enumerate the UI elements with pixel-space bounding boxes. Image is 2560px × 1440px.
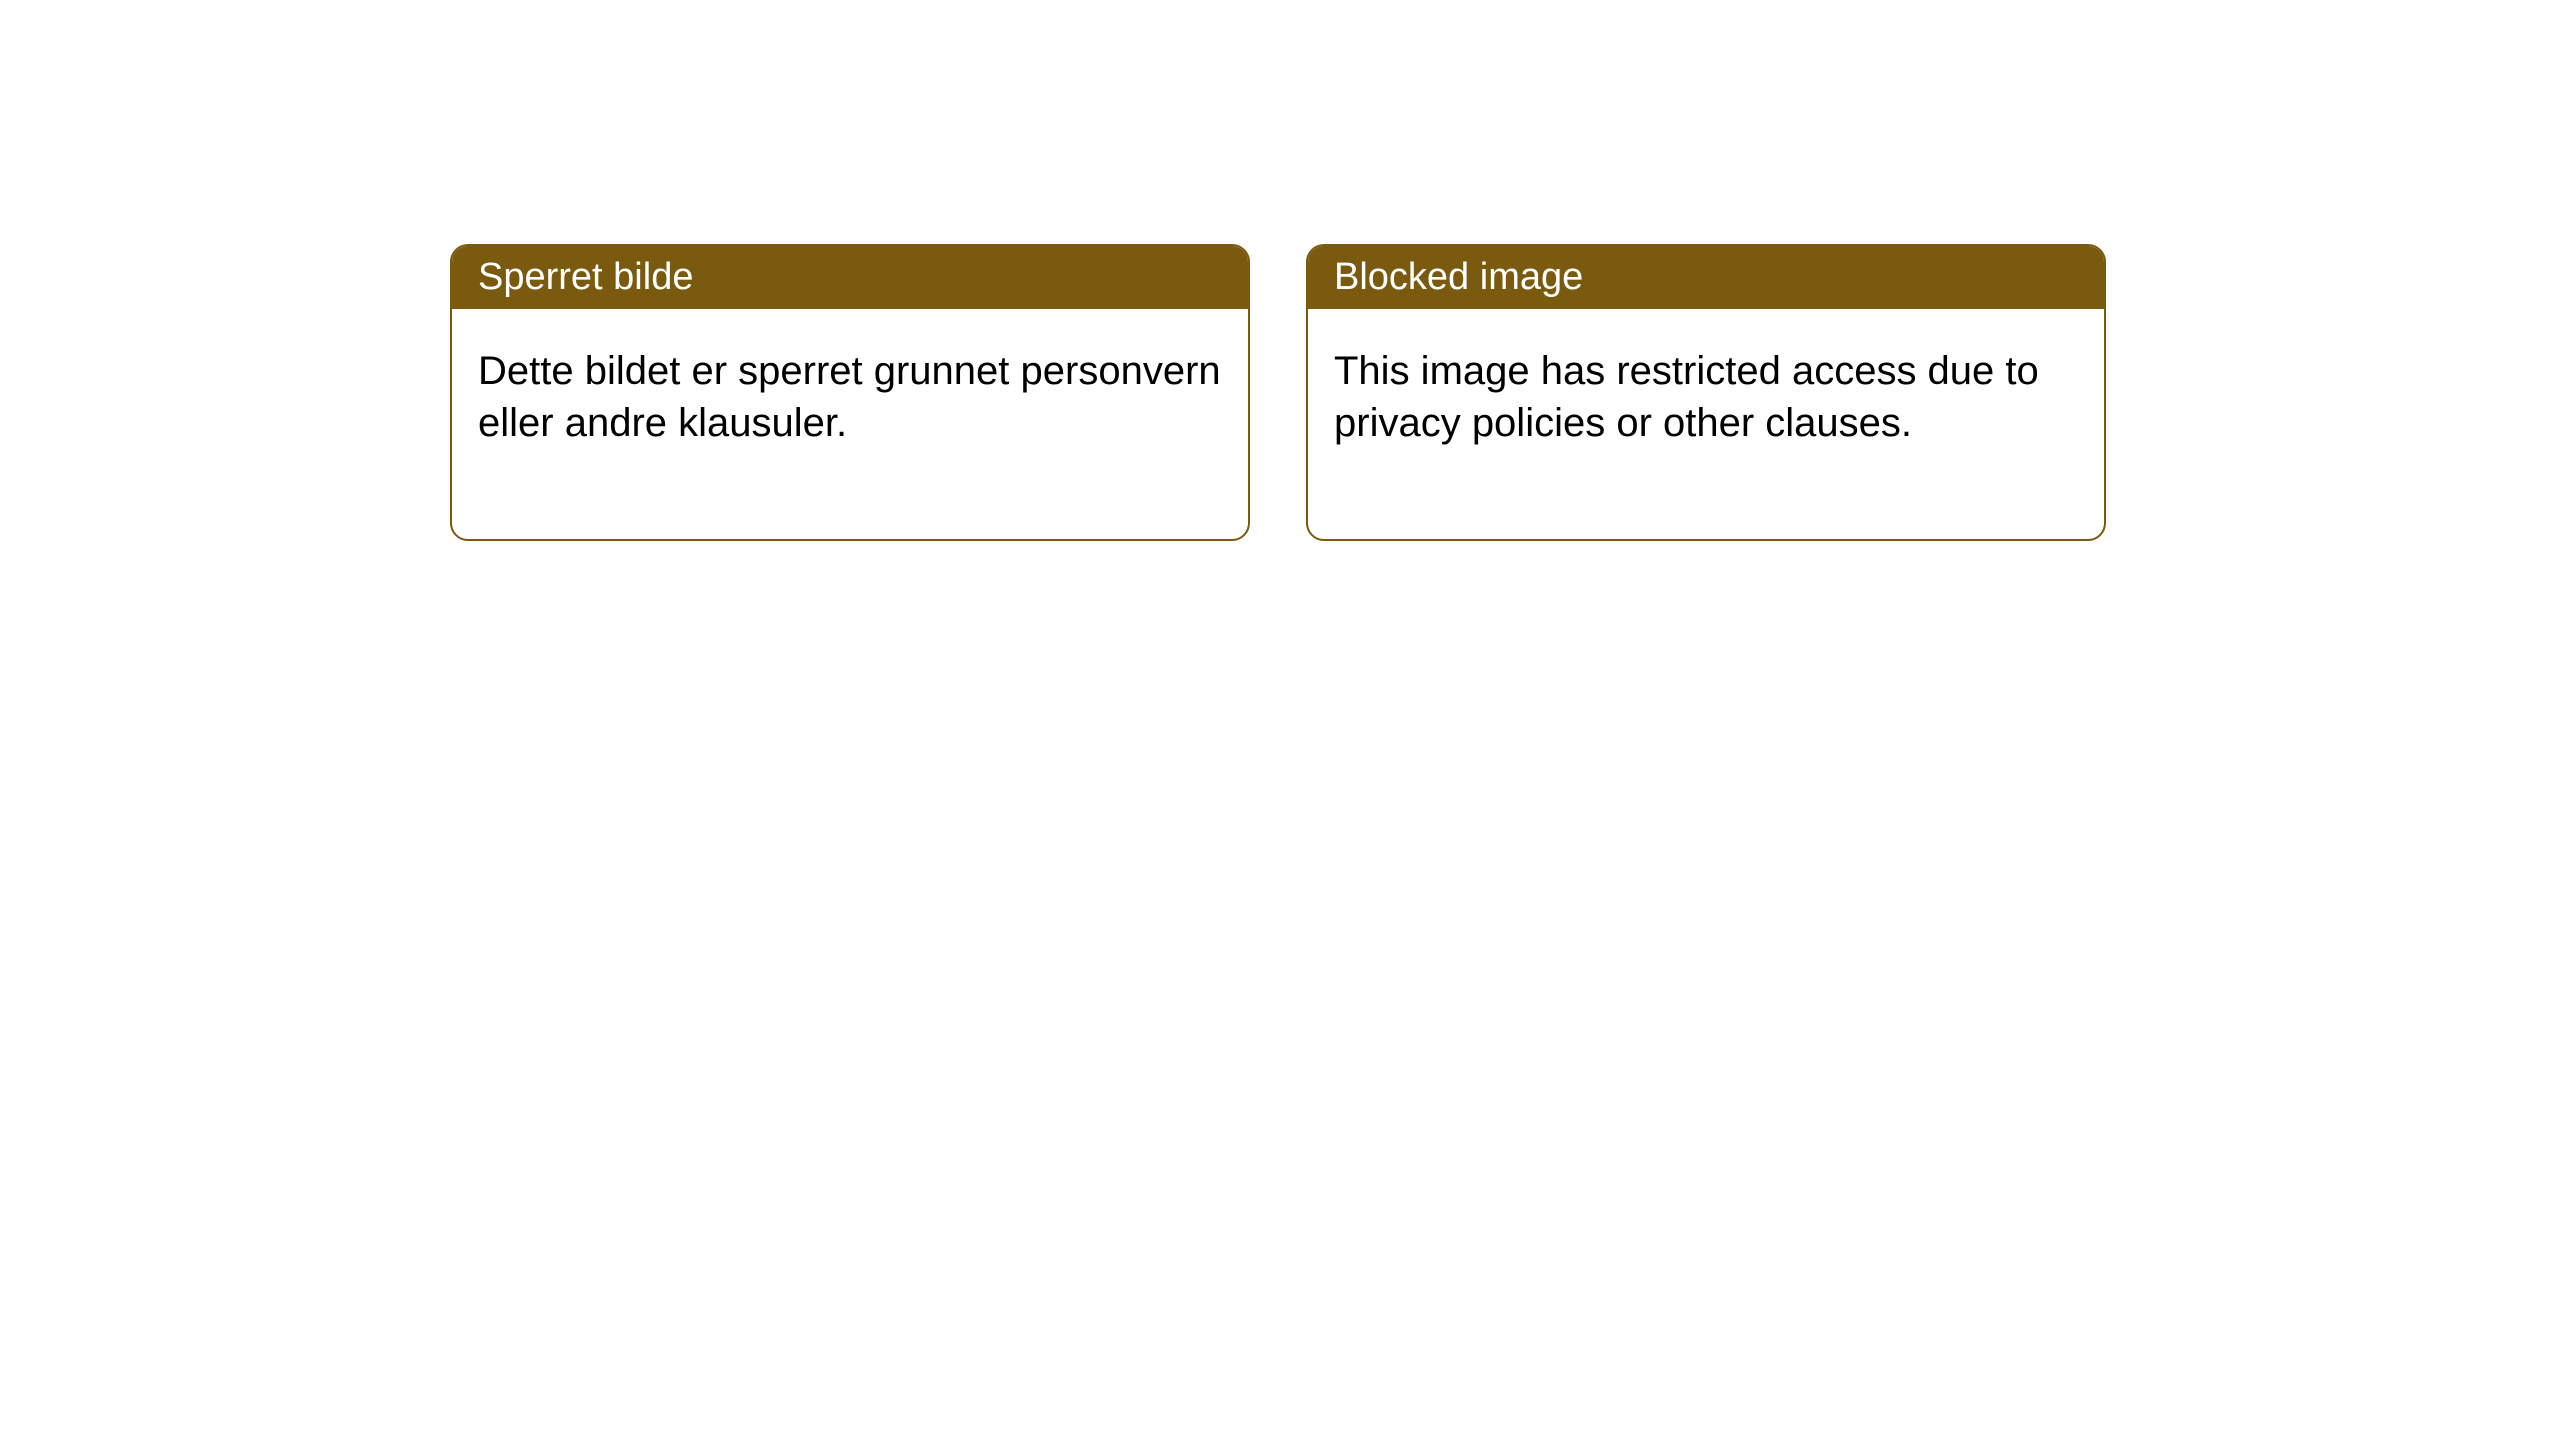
- blocked-image-notices: Sperret bilde Dette bildet er sperret gr…: [0, 0, 2560, 541]
- card-body-en: This image has restricted access due to …: [1308, 309, 2104, 539]
- blocked-image-card-no: Sperret bilde Dette bildet er sperret gr…: [450, 244, 1250, 541]
- card-header-en: Blocked image: [1308, 246, 2104, 309]
- card-header-no: Sperret bilde: [452, 246, 1248, 309]
- card-body-no: Dette bildet er sperret grunnet personve…: [452, 309, 1248, 539]
- blocked-image-card-en: Blocked image This image has restricted …: [1306, 244, 2106, 541]
